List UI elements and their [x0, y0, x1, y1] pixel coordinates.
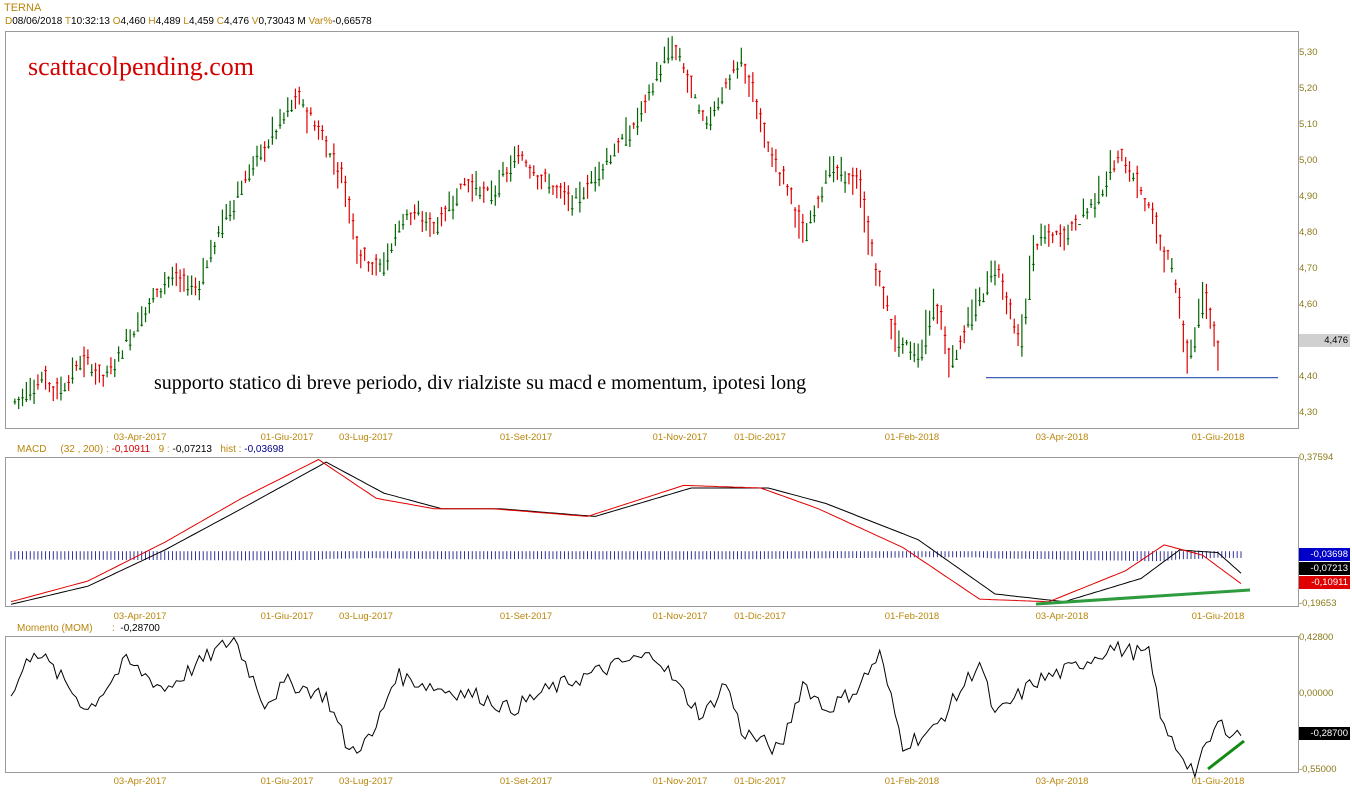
date-tick-label: 01-Giu-2018 — [1191, 611, 1245, 622]
macd-signal-label: 9 : — [158, 444, 170, 455]
chart-annotation: supporto statico di breve periodo, div r… — [154, 372, 807, 394]
symbol-title: TERNA — [4, 2, 42, 14]
macd-value: -0,10911 — [111, 444, 151, 455]
date-tick-label: 01-Giu-2017 — [260, 432, 314, 443]
date-tick-label: 03-Apr-2018 — [1035, 611, 1089, 622]
momentum-sep: : — [112, 623, 115, 634]
var-label: Var% — [308, 16, 333, 27]
price-tick-label: 5,30 — [1299, 46, 1318, 58]
momentum-panel[interactable] — [5, 636, 1299, 779]
macd-signal-line — [10, 461, 1242, 605]
price-tick-label: 4,30 — [1299, 406, 1318, 418]
watermark: scattacolpending.com — [28, 52, 254, 81]
momentum-chart — [10, 636, 1245, 779]
ohlc-header: D08/06/2018 T10:32:13 O4,460 H4,489 L4,4… — [5, 16, 372, 27]
momentum-value: -0,28700 — [120, 623, 160, 634]
price-tick-label: 5,10 — [1299, 118, 1318, 130]
date-tick-label: 01-Nov-2017 — [652, 776, 708, 787]
momentum-legend: Momento (MOM) : -0,28700 — [17, 623, 160, 634]
date-tick-label: 01-Set-2017 — [499, 432, 553, 443]
macd-axis-top: 0,37594 — [1299, 452, 1334, 463]
price-chart — [13, 36, 1278, 410]
price-tick-label: 5,00 — [1299, 154, 1318, 166]
date-tick-label: 01-Giu-2018 — [1191, 432, 1245, 443]
macd-hist-value: -0,03698 — [244, 444, 284, 455]
macd-hist-label: hist : — [220, 444, 242, 455]
macd-params: (32 , 200) : — [60, 444, 109, 455]
macd-axis-bottom: -0,19653 — [1299, 598, 1337, 609]
high-value: 4,489 — [155, 16, 181, 27]
price-tick-label: 4,60 — [1299, 298, 1318, 310]
macd-signal-badge: -0,07213 — [1299, 562, 1350, 575]
date-tick-label: 01-Nov-2017 — [652, 432, 708, 443]
macd-line — [10, 458, 1242, 603]
date-tick-label: 03-Apr-2017 — [113, 432, 167, 443]
momentum-line — [10, 636, 1242, 779]
date-tick-label: 03-Apr-2017 — [113, 776, 167, 787]
var-value: -0,66578 — [332, 16, 372, 27]
momentum-axis-top: 0,42800 — [1299, 632, 1334, 643]
date-tick-label: 01-Set-2017 — [499, 611, 553, 622]
price-tick-label: 4,70 — [1299, 262, 1318, 274]
price-tick-label: 4,90 — [1299, 190, 1318, 202]
volume-label: V — [251, 16, 259, 27]
price-tick-label: 4,40 — [1299, 370, 1318, 382]
date-tick-label: 01-Dic-2017 — [734, 776, 786, 787]
volume-value: 0,73043 M — [258, 16, 306, 27]
low-label: L — [183, 16, 189, 27]
macd-legend: MACD (32 , 200) : -0,10911 9 : -0,07213 … — [17, 444, 284, 455]
date-tick-label: 01-Set-2017 — [499, 776, 553, 787]
macd-title: MACD — [17, 444, 47, 455]
date-tick-label: 01-Dic-2017 — [734, 432, 786, 443]
date-tick-label: 03-Apr-2018 — [1035, 432, 1089, 443]
high-label: H — [148, 16, 156, 27]
macd-hist-badge: -0,03698 — [1299, 548, 1350, 561]
date-tick-label: 01-Feb-2018 — [884, 432, 940, 443]
date-tick-label: 01-Giu-2018 — [1191, 776, 1245, 787]
date-tick-label: 01-Giu-2017 — [260, 776, 314, 787]
date-tick-label: 03-Lug-2017 — [339, 432, 393, 443]
price-badge: 4,476 — [1299, 334, 1350, 347]
price-tick-label: 5,20 — [1299, 82, 1318, 94]
momentum-axis-bottom: -0,55000 — [1299, 764, 1337, 775]
macd-panel[interactable] — [5, 457, 1299, 607]
date-tick-label: 01-Feb-2018 — [884, 776, 940, 787]
date-tick-label: 01-Nov-2017 — [652, 611, 708, 622]
macd-value-badge: -0,10911 — [1299, 576, 1350, 589]
open-value: 4,460 — [120, 16, 146, 27]
date-value: 08/06/2018 — [12, 16, 63, 27]
date-tick-label: 03-Apr-2018 — [1035, 776, 1089, 787]
date-tick-label: 03-Lug-2017 — [339, 776, 393, 787]
close-label: C — [216, 16, 224, 27]
time-value: 10:32:13 — [71, 16, 110, 27]
price-panel[interactable]: scattacolpending.com supporto statico di… — [5, 31, 1299, 429]
time-label: T — [64, 16, 72, 27]
momentum-title: Momento (MOM) — [17, 623, 93, 634]
macd-divergence-trendline — [1035, 588, 1251, 606]
date-tick-label: 01-Giu-2017 — [260, 611, 314, 622]
price-tick-label: 4,80 — [1299, 226, 1318, 238]
momentum-divergence-trendline — [1207, 739, 1245, 771]
macd-signal-value: -0,07213 — [172, 444, 212, 455]
momentum-axis-mid: 0,00000 — [1299, 688, 1334, 699]
momentum-badge: -0,28700 — [1299, 727, 1350, 740]
date-tick-label: 01-Dic-2017 — [734, 611, 786, 622]
date-label: D — [5, 16, 13, 27]
close-value: 4,476 — [223, 16, 250, 27]
open-label: O — [112, 16, 121, 27]
date-tick-label: 03-Apr-2017 — [113, 611, 167, 622]
low-value: 4,459 — [188, 16, 214, 27]
date-tick-label: 01-Feb-2018 — [884, 611, 940, 622]
date-tick-label: 03-Lug-2017 — [339, 611, 393, 622]
macd-chart — [10, 458, 1251, 606]
